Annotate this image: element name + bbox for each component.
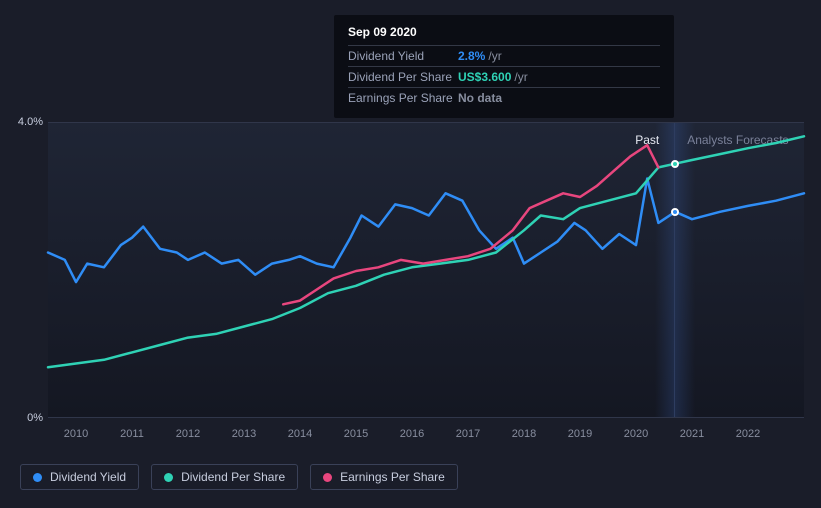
tooltip-row-label: Earnings Per Share (348, 91, 458, 105)
tooltip-row-label: Dividend Yield (348, 49, 458, 63)
tooltip-date: Sep 09 2020 (348, 25, 660, 46)
dividend-chart: Sep 09 2020 Dividend Yield2.8%/yrDividen… (0, 0, 821, 508)
legend-item[interactable]: Earnings Per Share (310, 464, 458, 490)
x-tick: 2015 (344, 428, 368, 440)
legend-dot-icon (33, 473, 42, 482)
x-tick: 2021 (680, 428, 704, 440)
tooltip-row-suffix: /yr (488, 49, 501, 63)
legend-item-label: Earnings Per Share (340, 470, 445, 484)
series-marker (671, 208, 679, 216)
x-tick: 2022 (736, 428, 760, 440)
tooltip-row-value: 2.8%/yr (458, 49, 502, 63)
x-axis: 2010 2011 2012 2013 2014 2015 2016 2017 2018 2019… (48, 428, 804, 448)
tooltip-row-value: No data (458, 91, 502, 105)
chart-tooltip: Sep 09 2020 Dividend Yield2.8%/yrDividen… (334, 15, 674, 118)
x-tick: 2012 (176, 428, 200, 440)
tooltip-row-label: Dividend Per Share (348, 70, 458, 84)
x-tick: 2020 (624, 428, 648, 440)
tooltip-row-value: US$3.600/yr (458, 70, 528, 84)
legend-dot-icon (164, 473, 173, 482)
y-tick-max: 4.0% (18, 116, 43, 128)
series-line (283, 145, 658, 304)
series-marker (671, 160, 679, 168)
x-tick: 2013 (232, 428, 256, 440)
x-tick: 2017 (456, 428, 480, 440)
x-tick: 2010 (64, 428, 88, 440)
x-tick: 2016 (400, 428, 424, 440)
tooltip-row-suffix: /yr (514, 70, 527, 84)
x-tick: 2018 (512, 428, 536, 440)
legend: Dividend Yield Dividend Per Share Earnings… (20, 464, 458, 490)
legend-item-label: Dividend Per Share (181, 470, 285, 484)
legend-item[interactable]: Dividend Per Share (151, 464, 298, 490)
tooltip-row: Dividend Yield2.8%/yr (348, 46, 660, 67)
tooltip-row: Dividend Per ShareUS$3.600/yr (348, 67, 660, 88)
tooltip-row: Earnings Per ShareNo data (348, 88, 660, 108)
x-tick: 2019 (568, 428, 592, 440)
x-tick: 2014 (288, 428, 312, 440)
chart-lines (48, 123, 804, 417)
legend-item[interactable]: Dividend Yield (20, 464, 139, 490)
legend-dot-icon (323, 473, 332, 482)
plot-area[interactable]: Past Analysts Forecasts (48, 122, 804, 418)
x-tick: 2011 (120, 428, 144, 440)
legend-item-label: Dividend Yield (50, 470, 126, 484)
y-tick-min: 0% (27, 412, 43, 424)
series-line (48, 136, 804, 367)
